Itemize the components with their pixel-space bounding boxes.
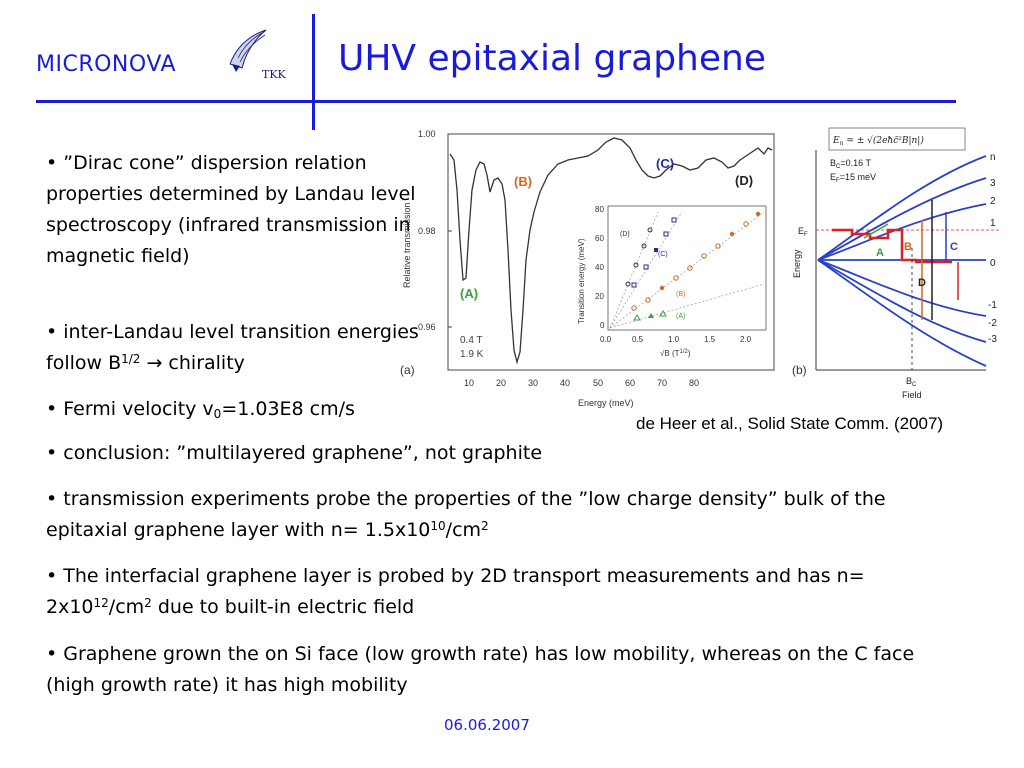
- footer-date: 06.06.2007: [444, 716, 530, 734]
- panel-a-ylabel: Relative transmission: [402, 202, 412, 288]
- level-label-2: 2: [990, 196, 996, 207]
- ef-value: EF=15 meV: [830, 172, 876, 184]
- tkk-label: TKK: [262, 68, 286, 81]
- inset-series-C: [631, 217, 677, 288]
- xtick-40: 40: [560, 378, 570, 388]
- bullet-growth-mobility: • Graphene grown the on Si face (low gro…: [46, 643, 915, 696]
- level-label-1: 1: [990, 218, 996, 229]
- level-minus-3: [817, 259, 987, 367]
- inset-ytick-60: 60: [595, 234, 604, 243]
- panel-b-tag: (b): [792, 363, 807, 377]
- ytick-1.00: 1.00: [418, 129, 436, 139]
- field-axis-label: Field: [902, 390, 922, 400]
- inset-xtick-0.0: 0.0: [600, 335, 612, 344]
- inset-label-C: (C): [658, 251, 668, 258]
- figure-citation: de Heer et al., Solid State Comm. (2007): [636, 414, 944, 433]
- panel-b: En = ± √(2eħc̃²B|n|) BC=0.16 T EF=15 meV…: [792, 127, 1000, 400]
- level-label-0: 0: [990, 258, 996, 269]
- fermi-energy-trace: [832, 228, 952, 264]
- bullet-dirac-cone: • ”Dirac cone” dispersion relation prope…: [46, 152, 422, 267]
- bullet-fermi-velocity: • Fermi velocity v0=1.03E8 cm/s: [46, 398, 355, 421]
- panel-a: Relative transmission 1.00 0.98 0.96 10 …: [400, 129, 775, 408]
- ytick-0.98: 0.98: [418, 226, 436, 236]
- transition-label-C: C: [950, 241, 958, 253]
- inset-label-A: (A): [676, 313, 685, 320]
- inset-ytick-0: 0: [600, 321, 605, 330]
- formula-box: [828, 127, 966, 151]
- inset-ytick-80: 80: [595, 205, 604, 214]
- bullet-interfacial-layer: • The interfacial graphene layer is prob…: [46, 565, 865, 618]
- landau-level-figure: Relative transmission 1.00 0.98 0.96 10 …: [400, 127, 1000, 408]
- header-horizontal-divider: [36, 100, 956, 103]
- inset-fit-A: [609, 283, 765, 329]
- panel-a-tag: (a): [400, 363, 415, 377]
- bullet-transmission-experiments: • transmission experiments probe the pro…: [46, 488, 886, 541]
- tkk-logo-icon: [229, 29, 267, 72]
- inset-ylabel: Transition energy (meV): [577, 238, 586, 324]
- inset-label-D: (D): [620, 231, 630, 238]
- logo-text: MICRONOVA: [36, 52, 177, 77]
- inset-plot: Transition energy (meV) 80 60 40 20 0 0.…: [577, 205, 767, 358]
- transition-label-D: D: [918, 277, 926, 289]
- bc-value: BC=0.16 T: [830, 158, 871, 170]
- inset-xtick-0.5: 0.5: [632, 335, 644, 344]
- xtick-50: 50: [593, 378, 603, 388]
- level-label-3: 3: [990, 178, 996, 189]
- inset-series-B: [631, 211, 761, 311]
- fermi-level-label: EF: [798, 226, 808, 238]
- inset-xtick-2.0: 2.0: [740, 335, 752, 344]
- inset-ytick-40: 40: [595, 263, 604, 272]
- inset-ytick-20: 20: [595, 292, 604, 301]
- header-vertical-divider: [312, 14, 315, 130]
- energy-axis-label: Energy: [792, 249, 802, 278]
- slide-title: UHV epitaxial graphene: [338, 38, 766, 79]
- xtick-70: 70: [657, 378, 667, 388]
- level-3: [817, 155, 987, 261]
- inset-xtick-1.5: 1.5: [704, 335, 716, 344]
- inset-series-D: [625, 227, 653, 287]
- xtick-60: 60: [625, 378, 635, 388]
- panel-a-xlabel: Energy (meV): [578, 398, 634, 408]
- peak-label-D: (D): [735, 173, 753, 188]
- level-label-minus-2: -2: [988, 318, 997, 329]
- inset-fit-C: [609, 211, 683, 329]
- condition-field: 0.4 T: [460, 335, 483, 346]
- level-2: [817, 177, 987, 261]
- level-label-minus-3: -3: [988, 334, 997, 345]
- xtick-30: 30: [528, 378, 538, 388]
- transition-arrow-A: [863, 223, 889, 239]
- inset-label-B: (B): [676, 291, 685, 298]
- peak-label-B: (B): [514, 174, 532, 189]
- level-n-header: n: [990, 152, 996, 163]
- peak-label-A: (A): [460, 286, 478, 301]
- transmission-spectrum-line: [449, 137, 773, 365]
- inset-xtick-1.0: 1.0: [668, 335, 680, 344]
- bullet-conclusion: • conclusion: ”multilayered graphene”, n…: [46, 442, 543, 464]
- level-minus-2: [817, 259, 987, 343]
- inset-xlabel: √B (T1/2): [660, 349, 691, 358]
- transition-label-B: B: [904, 241, 912, 253]
- level-minus-1: [817, 259, 987, 317]
- xtick-20: 20: [496, 378, 506, 388]
- peak-label-C: (C): [656, 156, 674, 171]
- level-label-minus-1: -1: [988, 300, 997, 311]
- inset-series-A: [633, 310, 667, 321]
- condition-temperature: 1.9 K: [460, 349, 484, 360]
- xtick-10: 10: [464, 378, 474, 388]
- bullet-landau-transitions: • inter-Landau level transition energies…: [46, 321, 419, 374]
- transition-label-A: A: [876, 247, 884, 259]
- xtick-80: 80: [689, 378, 699, 388]
- inset-fit-D: [609, 211, 659, 329]
- dispersion-formula: En = ± √(2eħc̃²B|n|): [832, 135, 924, 147]
- ytick-0.96: 0.96: [418, 322, 436, 332]
- bc-axis-label: BC: [906, 376, 917, 388]
- inset-frame: [607, 205, 767, 331]
